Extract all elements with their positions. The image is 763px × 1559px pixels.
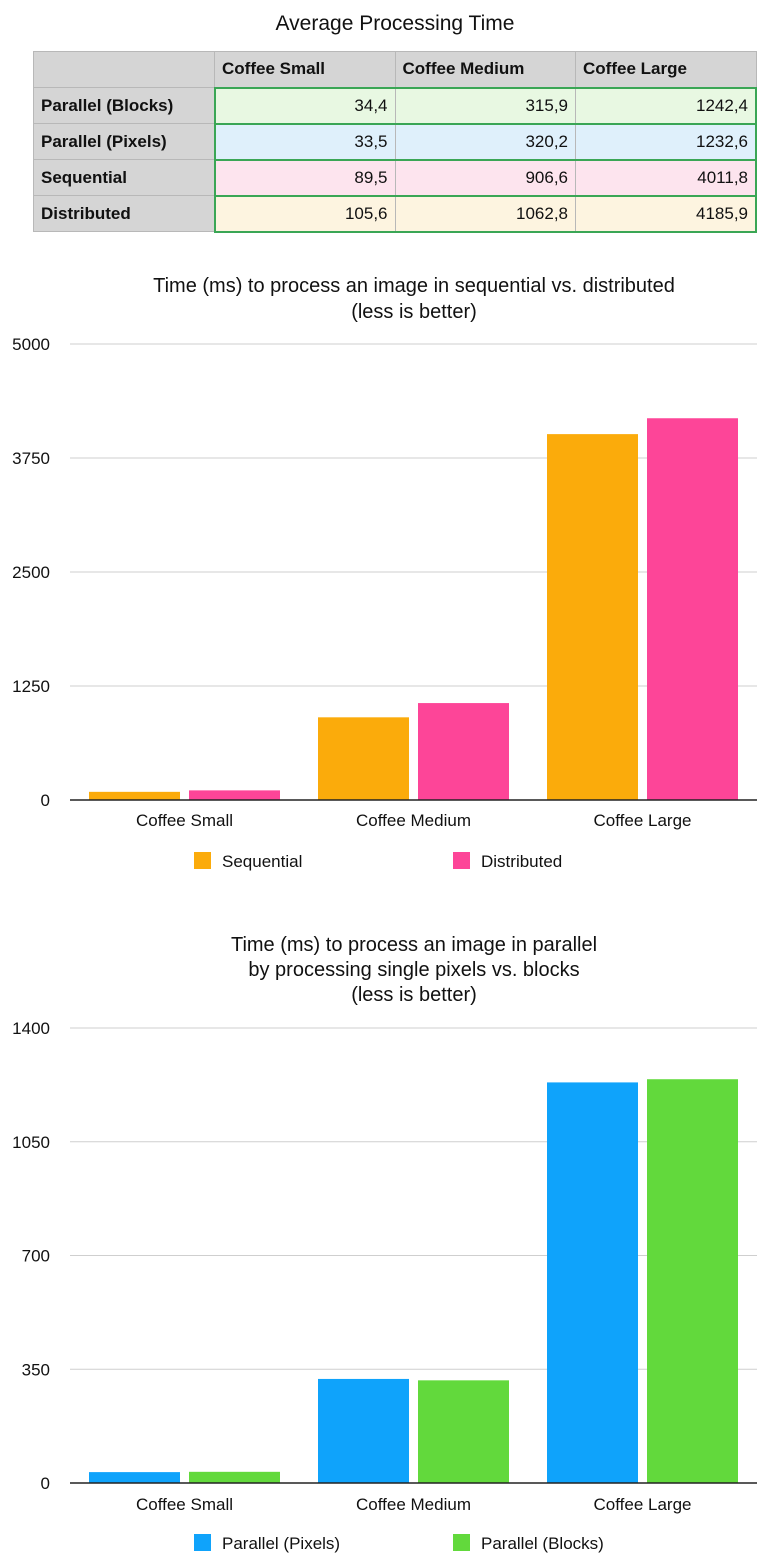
bar-parallel-pixels (547, 1082, 638, 1483)
table-row: Distributed 105,6 1062,8 4185,9 (33, 194, 757, 233)
sequential-vs-distributed-chart: Time (ms) to process an image in sequent… (12, 275, 757, 871)
table-cell: 320,2 (394, 122, 576, 161)
table-cell: 315,9 (394, 86, 576, 125)
table-title: Average Processing Time (275, 12, 515, 35)
table-cell: 4185,9 (575, 194, 757, 233)
table-row: Parallel (Blocks) 34,4 315,9 1242,4 (33, 86, 757, 125)
table-cell: 906,6 (394, 158, 576, 197)
x-tick-label: Coffee Medium (356, 1495, 471, 1514)
y-tick-label: 1400 (12, 1019, 50, 1038)
bar-parallel-blocks (418, 1380, 509, 1483)
legend-swatch (453, 852, 470, 869)
table-header-row: Coffee Small Coffee Medium Coffee Large (33, 51, 757, 88)
y-tick-label: 1250 (12, 677, 50, 696)
bar-sequential (547, 434, 638, 800)
table-cell: 33,5 (213, 122, 396, 161)
table-cell: 34,4 (213, 86, 396, 125)
legend-label: Sequential (222, 852, 302, 871)
bar-parallel-pixels (318, 1378, 409, 1483)
x-tick-label: Coffee Small (136, 811, 233, 830)
bar-parallel-blocks (647, 1079, 738, 1483)
bar-distributed (418, 703, 509, 800)
chart-title-line: Time (ms) to process an image in paralle… (231, 934, 597, 956)
bar-sequential (89, 791, 180, 800)
bar-parallel-pixels (89, 1472, 180, 1483)
bar-distributed (647, 418, 738, 800)
bar-distributed (189, 790, 280, 800)
y-tick-label: 5000 (12, 335, 50, 354)
y-tick-label: 0 (41, 791, 50, 810)
chart-title-line: (less is better) (351, 301, 477, 323)
row-label: Sequential (33, 159, 215, 196)
parallel-pixels-vs-blocks-chart: Time (ms) to process an image in paralle… (12, 934, 757, 1553)
x-tick-label: Coffee Small (136, 1495, 233, 1514)
legend-swatch (194, 1534, 211, 1551)
table-header-corner (33, 51, 215, 88)
bar-parallel-blocks (189, 1471, 280, 1483)
legend-swatch (453, 1534, 470, 1551)
y-tick-label: 3750 (12, 449, 50, 468)
table-header-cell: Coffee Small (214, 51, 396, 88)
y-tick-label: 2500 (12, 563, 50, 582)
table-row: Parallel (Pixels) 33,5 320,2 1232,6 (33, 122, 757, 161)
table-row: Sequential 89,5 906,6 4011,8 (33, 158, 757, 197)
processing-time-table: Coffee Small Coffee Medium Coffee Large … (33, 51, 757, 233)
table-cell: 89,5 (213, 158, 396, 197)
table-cell: 4011,8 (575, 158, 757, 197)
x-tick-label: Coffee Large (594, 811, 692, 830)
legend-label: Parallel (Blocks) (481, 1534, 604, 1553)
table-header-cell: Coffee Large (575, 51, 757, 88)
table-cell: 1232,6 (575, 122, 757, 161)
y-tick-label: 700 (22, 1247, 50, 1266)
row-label: Parallel (Blocks) (33, 87, 215, 124)
bar-sequential (318, 717, 409, 800)
chart-title-line: by processing single pixels vs. blocks (248, 959, 579, 981)
row-label: Parallel (Pixels) (33, 123, 215, 160)
x-tick-label: Coffee Large (594, 1495, 692, 1514)
chart-title-line: (less is better) (351, 984, 477, 1006)
table-header-cell: Coffee Medium (394, 51, 576, 88)
x-tick-label: Coffee Medium (356, 811, 471, 830)
table-cell: 105,6 (213, 194, 396, 233)
row-label: Distributed (33, 195, 215, 232)
legend-swatch (194, 852, 211, 869)
y-tick-label: 350 (22, 1360, 50, 1379)
table-cell: 1062,8 (394, 194, 576, 233)
chart-title-line: Time (ms) to process an image in sequent… (153, 275, 675, 297)
table-cell: 1242,4 (575, 86, 757, 125)
y-tick-label: 1050 (12, 1133, 50, 1152)
y-tick-label: 0 (41, 1474, 50, 1493)
legend-label: Distributed (481, 852, 562, 871)
legend-label: Parallel (Pixels) (222, 1534, 340, 1553)
